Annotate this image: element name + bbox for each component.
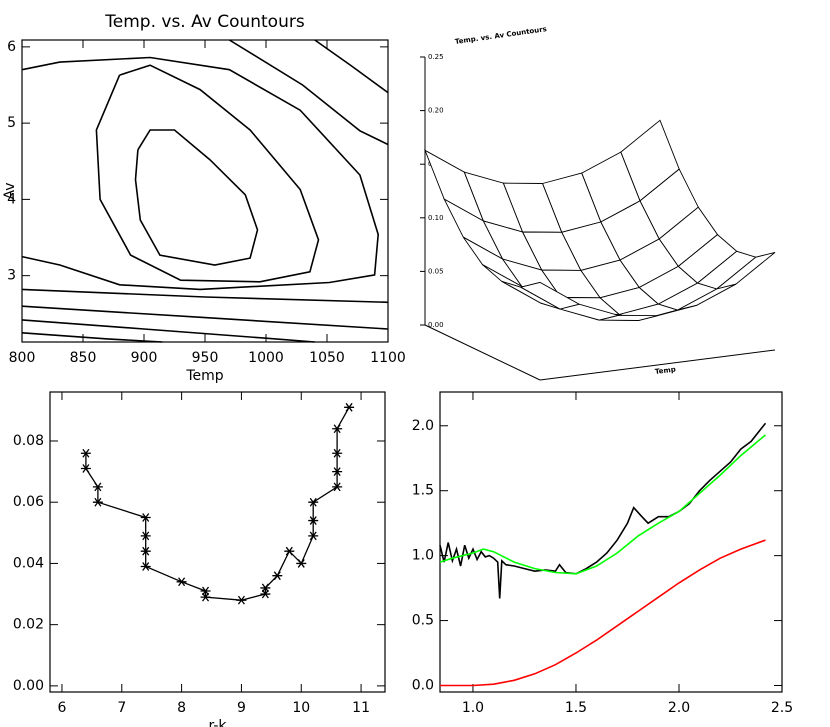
chart-title: Temp. vs. Av Countours	[104, 12, 305, 32]
y-tick-label: 2.0	[412, 418, 434, 434]
series-line	[439, 422, 767, 599]
surface-cell	[519, 281, 581, 310]
x-axis	[539, 349, 776, 381]
x-tick-label: 6	[58, 700, 67, 716]
x-axis-label: r-k	[208, 718, 227, 727]
z-tick-label: 0.00	[428, 321, 444, 329]
asterisk-marker	[176, 577, 187, 587]
x-tick-label: 2.5	[771, 700, 793, 716]
y-tick-label: 4	[7, 191, 16, 207]
contour-line	[21, 288, 389, 304]
y-tick-label: 0.02	[13, 617, 44, 633]
contour-line	[95, 64, 320, 283]
asterisk-marker	[308, 531, 319, 541]
z-tick-label: 0.10	[428, 214, 444, 222]
series-line	[85, 406, 350, 601]
asterisk-marker	[344, 402, 355, 412]
x-axis-label: Temp	[655, 365, 677, 375]
z-tick-label: 0.20	[428, 107, 444, 115]
contour-line	[21, 332, 163, 343]
x-tick-label: 1000	[248, 350, 284, 366]
y-tick-label: 5	[7, 115, 16, 131]
x-tick-label: 950	[192, 350, 219, 366]
contour-line	[21, 56, 380, 291]
x-tick-label: 8	[177, 700, 186, 716]
series-line	[439, 434, 767, 575]
asterisk-marker	[332, 424, 343, 434]
asterisk-marker	[140, 513, 151, 522]
x-tick-label: 900	[131, 350, 158, 366]
asterisk-marker	[332, 482, 343, 492]
y-tick-label: 3	[7, 268, 16, 284]
contour-line	[134, 129, 259, 266]
contour-line	[21, 305, 389, 330]
x-tick-label: 850	[70, 350, 97, 366]
y-axis-label: Av	[2, 182, 18, 199]
y-tick-label: 1.5	[412, 483, 434, 499]
asterisk-marker	[332, 448, 343, 458]
asterisk-marker	[332, 467, 343, 476]
x-tick-label: 11	[352, 700, 370, 716]
contour-line	[228, 39, 389, 146]
z-tick-label: 0.25	[428, 53, 444, 61]
x-tick-label: 7	[117, 700, 126, 716]
asterisk-marker	[200, 592, 211, 602]
x-tick-label: 1.0	[462, 700, 484, 716]
asterisk-marker	[308, 497, 319, 507]
x-tick-label: 1100	[370, 350, 406, 366]
asterisk-marker	[140, 531, 151, 541]
asterisk-marker	[272, 571, 283, 581]
asterisk-marker	[140, 562, 151, 571]
x-axis-label: Temp	[185, 368, 223, 384]
asterisk-marker	[92, 497, 103, 507]
asterisk-marker	[80, 464, 91, 473]
plot-frame	[49, 391, 386, 693]
y-axis	[424, 324, 541, 381]
asterisk-marker	[284, 546, 295, 556]
series-line	[440, 539, 766, 687]
asterisk-marker	[140, 546, 151, 556]
y-tick-label: 0.04	[13, 555, 44, 571]
y-tick-label: 0.08	[13, 433, 44, 449]
asterisk-marker	[92, 482, 103, 492]
y-tick-label: 0.0	[412, 678, 434, 694]
asterisk-marker	[308, 516, 319, 525]
asterisk-marker	[80, 448, 91, 458]
y-tick-label: 0.5	[412, 613, 434, 629]
x-tick-label: 9	[237, 700, 246, 716]
y-tick-label: 1.0	[412, 548, 434, 564]
asterisk-marker	[260, 583, 271, 593]
x-tick-label: 1.5	[565, 700, 587, 716]
surface-title: Temp. vs. Av Countours	[454, 25, 547, 46]
x-tick-label: 2.0	[668, 700, 690, 716]
x-tick-label: 1050	[309, 350, 345, 366]
y-tick-label: 6	[7, 39, 16, 55]
plot-frame	[439, 391, 783, 693]
contour-line	[21, 319, 315, 343]
y-tick-label: 0.06	[13, 494, 44, 510]
x-tick-label: 10	[292, 700, 310, 716]
z-tick-label: 0.05	[428, 267, 444, 275]
asterisk-marker	[236, 595, 247, 605]
x-tick-label: 800	[9, 350, 36, 366]
asterisk-marker	[296, 559, 307, 568]
contour-line	[314, 39, 389, 94]
y-tick-label: 0.00	[13, 678, 44, 694]
